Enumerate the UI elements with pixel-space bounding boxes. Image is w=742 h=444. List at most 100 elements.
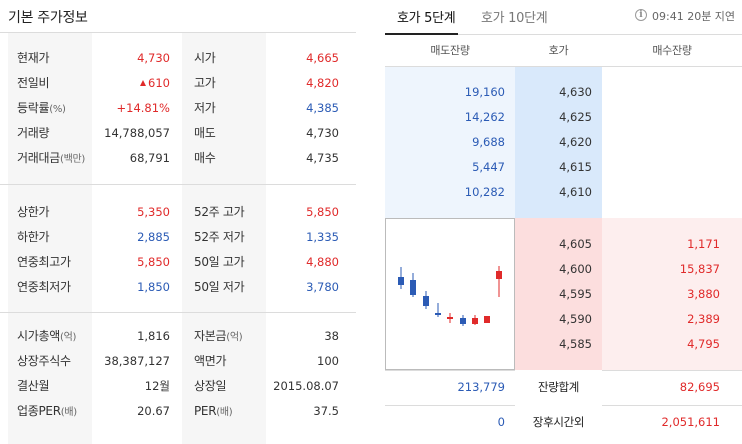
info-icon[interactable]: i xyxy=(635,9,647,21)
left-label: 현재가 xyxy=(17,51,50,65)
bid-qty: 15,837 xyxy=(679,262,720,276)
ask-price: 4,615 xyxy=(559,160,592,174)
left-value: 2,885 xyxy=(137,230,170,244)
left-label: 전일비 xyxy=(17,76,50,90)
candle xyxy=(410,273,416,297)
right-label: 상장일 xyxy=(194,379,227,393)
ask-price-area xyxy=(515,67,602,218)
candle xyxy=(447,313,453,323)
candle xyxy=(484,316,490,323)
bid-price: 4,585 xyxy=(559,337,592,351)
ask-price: 4,630 xyxy=(559,85,592,99)
mini-candlestick-chart xyxy=(385,218,515,370)
right-value: 1,335 xyxy=(306,230,339,244)
ask-qty-area xyxy=(385,67,515,218)
total-ask-qty: 213,779 xyxy=(457,380,505,394)
divider xyxy=(385,66,742,67)
divider xyxy=(0,312,356,313)
right-label: 저가 xyxy=(194,101,216,115)
ask-qty: 5,447 xyxy=(472,160,505,174)
right-value: 4,665 xyxy=(306,51,339,65)
ask-price: 4,625 xyxy=(559,110,592,124)
order-book-panel: 호가 5단계 호가 10단계 i 09:41 20분 지연 매도잔량 호가 매수… xyxy=(385,0,742,444)
right-label: 50일 저가 xyxy=(194,280,245,294)
ask-price: 4,610 xyxy=(559,185,592,199)
left-value: 4,730 xyxy=(137,51,170,65)
left-label: 시가총액(억) xyxy=(17,329,77,343)
right-value: 4,735 xyxy=(306,151,339,165)
left-value: 1,816 xyxy=(137,329,170,343)
left-value: 610 xyxy=(92,71,170,96)
candlestick-svg xyxy=(398,266,502,326)
left-label: 하한가 xyxy=(17,230,50,244)
tab-10-levels[interactable]: 호가 10단계 xyxy=(481,11,548,26)
right-label: 시가 xyxy=(194,51,216,65)
bid-price: 4,605 xyxy=(559,237,592,251)
right-value: 4,820 xyxy=(306,76,339,90)
bid-qty: 1,171 xyxy=(687,237,720,251)
price-range-section: 상한가 5,350 52주 고가 5,850 하한가 2,885 52주 저가 1,… xyxy=(0,185,356,313)
left-label: 거래량 xyxy=(17,126,50,140)
right-label: PER(배) xyxy=(194,404,233,418)
left-value: 5,850 xyxy=(137,255,170,269)
candle xyxy=(435,303,441,317)
basic-stock-info-title: 기본 주가정보 xyxy=(8,10,88,26)
right-value: 100 xyxy=(317,354,339,368)
right-value: 4,385 xyxy=(306,101,339,115)
basic-stock-info-panel: 기본 주가정보 현재가 4,730 시가 4,665 전일비 610 고가 4,82… xyxy=(0,0,356,444)
right-value: 4,880 xyxy=(306,255,339,269)
bid-qty: 3,880 xyxy=(687,287,720,301)
right-label: 50일 고가 xyxy=(194,255,245,269)
right-value: 37.5 xyxy=(313,404,339,418)
left-label: 등락률(%) xyxy=(17,101,66,115)
header-bid-qty: 매수잔량 xyxy=(652,44,692,57)
candle xyxy=(496,266,502,297)
after-hours-ask-qty: 0 xyxy=(497,415,505,429)
left-value: 1,850 xyxy=(137,280,170,294)
after-hours-label: 장후시간외 xyxy=(515,405,602,439)
right-label: 자본금(억) xyxy=(194,329,243,343)
candle xyxy=(460,315,466,326)
bid-price: 4,600 xyxy=(559,262,592,276)
total-bid-qty: 82,695 xyxy=(679,380,720,394)
tab-5-levels[interactable]: 호가 5단계 xyxy=(397,11,456,26)
bid-price: 4,590 xyxy=(559,312,592,326)
right-label: 매도 xyxy=(194,126,216,140)
left-value: 12월 xyxy=(144,379,170,393)
total-label: 잔량합계 xyxy=(515,370,602,404)
left-value: 5,350 xyxy=(137,205,170,219)
right-label: 52주 고가 xyxy=(194,205,245,219)
price-summary-section: 현재가 4,730 시가 4,665 전일비 610 고가 4,820 등락률(%)… xyxy=(0,33,356,185)
left-label: 상한가 xyxy=(17,205,50,219)
left-value: +14.81% xyxy=(116,101,171,115)
ask-price: 4,620 xyxy=(559,135,592,149)
header-price: 호가 xyxy=(548,44,569,57)
divider xyxy=(0,32,356,33)
bid-qty-area xyxy=(602,218,742,370)
left-label: 업종PER(배) xyxy=(17,404,77,418)
right-value: 5,850 xyxy=(306,205,339,219)
bid-price: 4,595 xyxy=(559,287,592,301)
left-value: 20.67 xyxy=(137,404,170,418)
right-value: 3,780 xyxy=(306,280,339,294)
right-label: 고가 xyxy=(194,76,216,90)
right-value: 38 xyxy=(324,329,339,343)
right-value: 2015.08.07 xyxy=(273,379,339,393)
ask-qty: 19,160 xyxy=(464,85,505,99)
candle xyxy=(472,315,478,325)
left-value: 38,387,127 xyxy=(104,354,170,368)
left-value: 68,791 xyxy=(129,151,170,165)
company-info-section: 시가총액(억) 1,816 자본금(억) 38 상장주식수 38,387,127 액… xyxy=(0,313,356,444)
bid-qty: 2,389 xyxy=(687,312,720,326)
divider xyxy=(0,184,356,185)
divider xyxy=(385,34,742,35)
left-label: 연중최저가 xyxy=(17,280,71,294)
delay-timestamp: 09:41 20분 지연 xyxy=(652,10,736,23)
bid-qty: 4,795 xyxy=(687,337,720,351)
candle xyxy=(423,291,429,309)
candle xyxy=(398,267,404,289)
right-label: 액면가 xyxy=(194,354,227,368)
up-arrow-icon xyxy=(140,80,147,86)
after-hours-bid-qty: 2,051,611 xyxy=(661,415,720,429)
ask-qty: 10,282 xyxy=(464,185,505,199)
